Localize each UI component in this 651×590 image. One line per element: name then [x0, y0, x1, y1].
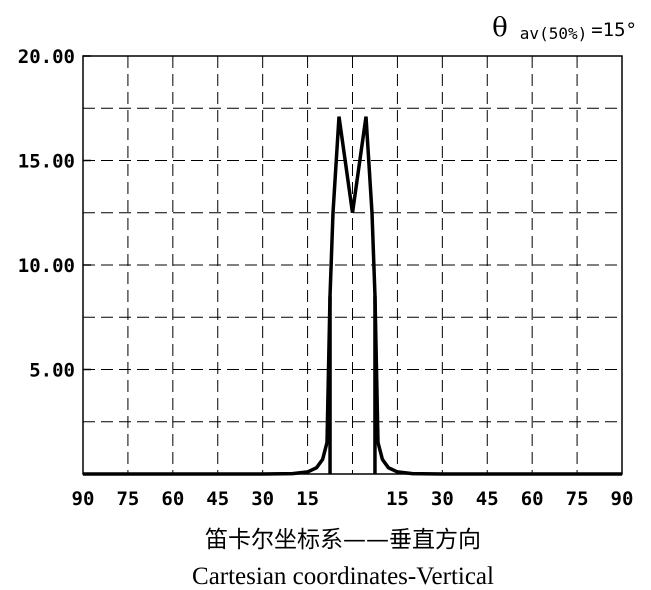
- y-tick-label: 5.00: [29, 360, 75, 382]
- x-tick-label: 60: [521, 488, 544, 510]
- x-tick-label: 30: [431, 488, 454, 510]
- x-tick-label: 45: [476, 488, 499, 510]
- x-tick-label: 15: [296, 488, 319, 510]
- x-tick-label: 15: [386, 488, 409, 510]
- x-axis-label-english: Cartesian coordinates-Vertical: [192, 563, 494, 590]
- data-series-line: [83, 116, 622, 476]
- y-tick-label: 20.00: [18, 46, 75, 68]
- x-axis-label-chinese: 笛卡尔坐标系——垂直方向: [205, 527, 481, 553]
- x-tick-label: 60: [161, 488, 184, 510]
- vertical-markers: [328, 296, 377, 474]
- theta-annotation: θ av(50%) =15°: [492, 13, 637, 43]
- x-tick-label: 45: [206, 488, 229, 510]
- theta-value: =15°: [591, 19, 637, 41]
- y-tick-label: 15.00: [18, 151, 75, 173]
- theta-symbol: θ: [492, 13, 508, 43]
- x-tick-label: 75: [116, 488, 139, 510]
- x-tick-label: 90: [611, 488, 634, 510]
- grid-lines: [83, 56, 622, 474]
- y-tick-label: 10.00: [18, 255, 75, 277]
- x-tick-labels: 90 75 60 45 30 15 15 30 45 60 75 90: [72, 488, 634, 510]
- x-tick-label: 90: [72, 488, 95, 510]
- theta-subscript: av(50%): [520, 24, 587, 43]
- x-tick-label: 75: [566, 488, 589, 510]
- series-layer: [83, 116, 622, 476]
- x-tick-label: 30: [251, 488, 274, 510]
- y-tick-labels: 5.00 10.00 15.00 20.00: [18, 46, 91, 382]
